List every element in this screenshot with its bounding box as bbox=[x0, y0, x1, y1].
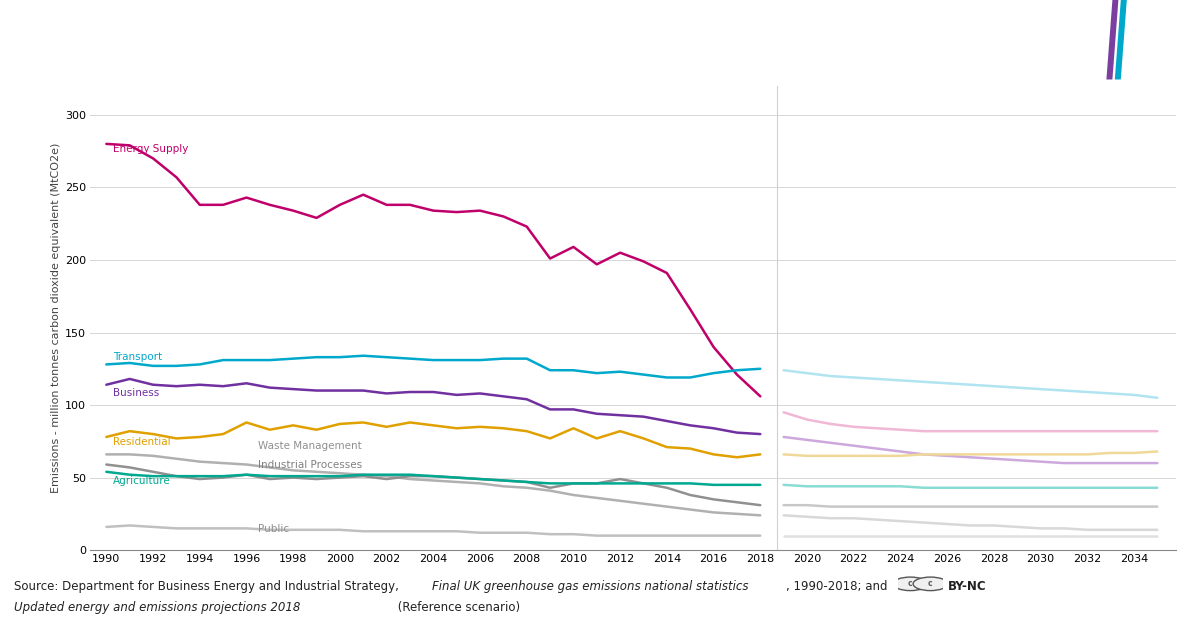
Text: IfG: IfG bbox=[1141, 25, 1187, 54]
Text: BY-NC: BY-NC bbox=[948, 580, 986, 593]
Text: Updated energy and emissions projections 2018: Updated energy and emissions projections… bbox=[14, 601, 301, 614]
Text: (Reference scenario): (Reference scenario) bbox=[394, 601, 520, 614]
Text: Residential: Residential bbox=[113, 437, 170, 447]
Y-axis label: Emissions - million tonnes carbon dioxide equivalent (MtCO2e): Emissions - million tonnes carbon dioxid… bbox=[50, 143, 60, 493]
Text: Transport: Transport bbox=[113, 352, 162, 361]
Text: UK greenhouse gas emissions by sector: 1990-2018 (actual), 2019-2035 (projected): UK greenhouse gas emissions by sector: 1… bbox=[22, 31, 845, 49]
Circle shape bbox=[913, 577, 948, 591]
Polygon shape bbox=[1115, 0, 1127, 80]
Circle shape bbox=[893, 577, 928, 591]
Text: c: c bbox=[928, 579, 932, 588]
Text: , 1990-2018; and: , 1990-2018; and bbox=[786, 580, 888, 593]
Polygon shape bbox=[1106, 0, 1118, 80]
Text: Final UK greenhouse gas emissions national statistics: Final UK greenhouse gas emissions nation… bbox=[432, 580, 749, 593]
Text: Source: Department for Business Energy and Industrial Strategy,: Source: Department for Business Energy a… bbox=[14, 580, 403, 593]
Text: Waste Management: Waste Management bbox=[258, 441, 362, 452]
Text: Industrial Processes: Industrial Processes bbox=[258, 460, 362, 471]
Text: Public: Public bbox=[258, 524, 289, 534]
Text: Business: Business bbox=[113, 388, 160, 398]
Text: c: c bbox=[908, 579, 913, 588]
Text: Energy Supply: Energy Supply bbox=[113, 144, 188, 154]
Text: Agriculture: Agriculture bbox=[113, 476, 172, 487]
